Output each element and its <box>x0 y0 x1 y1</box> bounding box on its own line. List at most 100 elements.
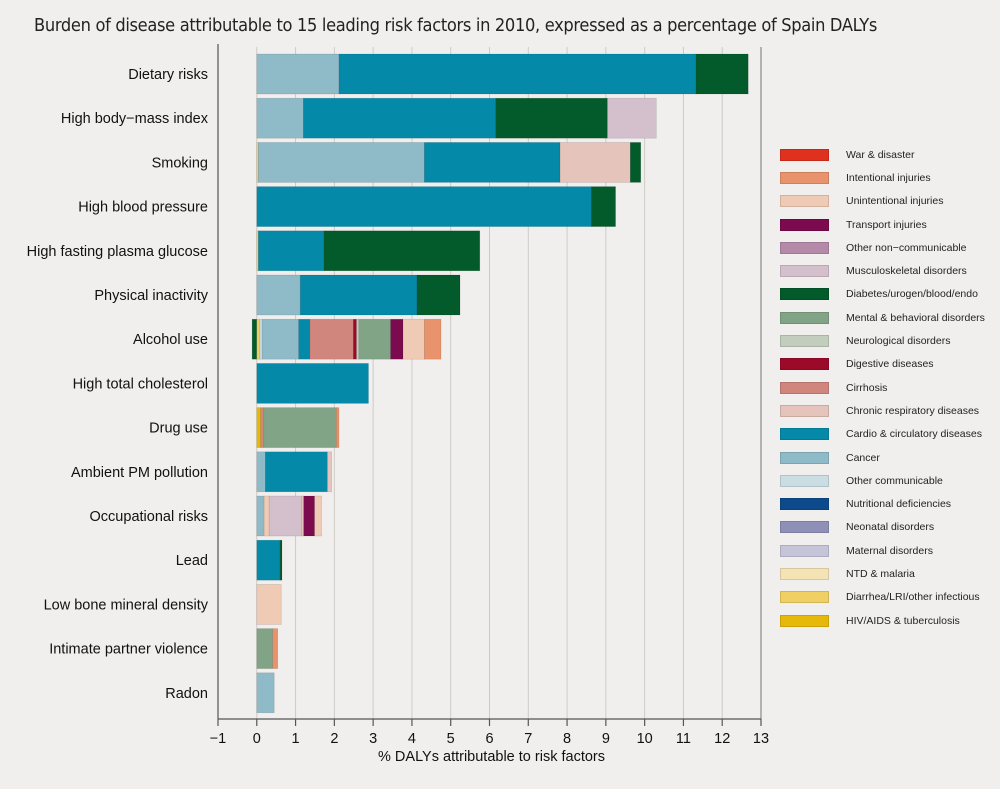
bar-segment <box>356 318 360 360</box>
bar-segment <box>559 142 631 183</box>
bar-segment <box>263 407 337 448</box>
bar-segment <box>256 97 304 139</box>
bar-segment <box>256 274 301 316</box>
bar-segment <box>256 407 261 448</box>
bar-segment <box>256 628 273 669</box>
bar-segment <box>303 495 315 537</box>
bar-segment <box>256 495 265 537</box>
legend: War & disaster Intentional injuries Uninte… <box>780 143 985 632</box>
bar-segment <box>358 318 391 360</box>
legend-swatch <box>780 311 829 324</box>
legend-item: Diabetes/urogen/blood/endo <box>780 283 985 306</box>
x-tick-label: 0 <box>253 731 261 747</box>
category-label: High body−mass index <box>61 111 209 127</box>
legend-swatch <box>780 195 829 208</box>
legend-item: Neonatal disorders <box>780 516 985 539</box>
bar-group <box>256 274 461 316</box>
legend-label: Musculoskeletal disorders <box>846 265 967 278</box>
bar-segment <box>353 318 357 360</box>
bar-segment <box>256 451 266 493</box>
bar-segment <box>272 628 279 669</box>
legend-swatch <box>780 148 829 161</box>
legend-swatch <box>780 358 829 371</box>
legend-label: Digestive diseases <box>846 358 934 371</box>
legend-item: Intentional injuries <box>780 166 985 189</box>
x-tick-label: 9 <box>602 731 610 747</box>
legend-swatch <box>780 171 829 184</box>
bar-segment <box>260 407 265 448</box>
bar-segment <box>256 318 261 360</box>
bars <box>251 53 749 714</box>
legend-item: Other non−communicable <box>780 236 985 259</box>
legend-swatch <box>780 428 829 441</box>
bar-segment <box>265 451 328 493</box>
bar-segment <box>256 186 592 227</box>
legend-label: Other communicable <box>846 474 943 487</box>
bar-group <box>256 495 322 537</box>
legend-swatch <box>780 288 829 301</box>
x-tick-label: 5 <box>447 731 455 747</box>
legend-label: HIV/AIDS & tuberculosis <box>846 614 960 627</box>
bar-group <box>256 97 657 139</box>
legend-swatch <box>780 451 829 464</box>
legend-item: Cardio & circulatory diseases <box>780 423 985 446</box>
legend-label: Neurological disorders <box>846 335 951 348</box>
bar-segment <box>268 495 303 537</box>
bar-group <box>251 318 442 360</box>
category-label: Intimate partner violence <box>49 642 208 658</box>
bar-segment <box>256 363 369 404</box>
legend-label: Chronic respiratory diseases <box>846 404 980 417</box>
bar-segment <box>259 318 263 360</box>
bar-segment <box>298 318 311 360</box>
category-label: Dietary risks <box>128 67 208 83</box>
bar-group <box>256 142 642 183</box>
category-label: Physical inactivity <box>94 288 208 304</box>
legend-swatch <box>780 521 829 534</box>
category-label: Ambient PM pollution <box>71 465 208 481</box>
grid-lines <box>256 47 762 719</box>
legend-swatch <box>780 241 829 254</box>
legend-label: Diabetes/urogen/blood/endo <box>846 288 978 301</box>
bar-group <box>256 230 481 272</box>
legend-item: Cancer <box>780 446 985 469</box>
bar-segment <box>258 142 425 183</box>
x-tick-label: 10 <box>637 731 653 747</box>
bar-segment <box>424 318 442 360</box>
bar-segment <box>607 97 657 139</box>
bar-segment <box>256 672 275 714</box>
category-label: Occupational risks <box>90 509 208 525</box>
x-axis-title: % DALYs attributable to risk factors <box>378 749 605 765</box>
legend-item: Chronic respiratory diseases <box>780 399 985 422</box>
legend-label: Intentional injuries <box>846 171 931 184</box>
legend-item: Neurological disorders <box>780 329 985 352</box>
legend-swatch <box>780 381 829 394</box>
bar-segment <box>256 584 282 625</box>
x-tick-label: 11 <box>676 731 691 747</box>
legend-label: Maternal disorders <box>846 544 933 557</box>
x-tick-label: 12 <box>714 731 730 747</box>
legend-item: Diarrhea/LRI/other infectious <box>780 586 985 609</box>
legend-swatch <box>780 474 829 487</box>
legend-swatch <box>780 544 829 557</box>
bar-group <box>256 53 749 95</box>
legend-swatch <box>780 591 829 604</box>
legend-item: Maternal disorders <box>780 539 985 562</box>
category-label: Radon <box>165 686 208 702</box>
x-tick-label: 2 <box>330 731 338 747</box>
category-label: Alcohol use <box>133 332 208 348</box>
legend-item: Nutritional deficiencies <box>780 492 985 515</box>
legend-label: Cirrhosis <box>846 381 888 394</box>
legend-swatch <box>780 335 829 348</box>
legend-item: Digestive diseases <box>780 353 985 376</box>
legend-swatch <box>780 265 829 278</box>
bar-group <box>256 407 340 448</box>
x-tick-labels: −1 0 1 2 3 4 5 6 7 8 9 10 11 12 13 <box>210 731 769 747</box>
legend-item: Musculoskeletal disorders <box>780 259 985 282</box>
bar-segment <box>263 495 270 537</box>
bar-segment <box>314 495 322 537</box>
legend-label: Neonatal disorders <box>846 521 935 534</box>
bar-segment <box>629 142 642 183</box>
bar-segment <box>495 97 608 139</box>
bar-group <box>256 628 279 669</box>
